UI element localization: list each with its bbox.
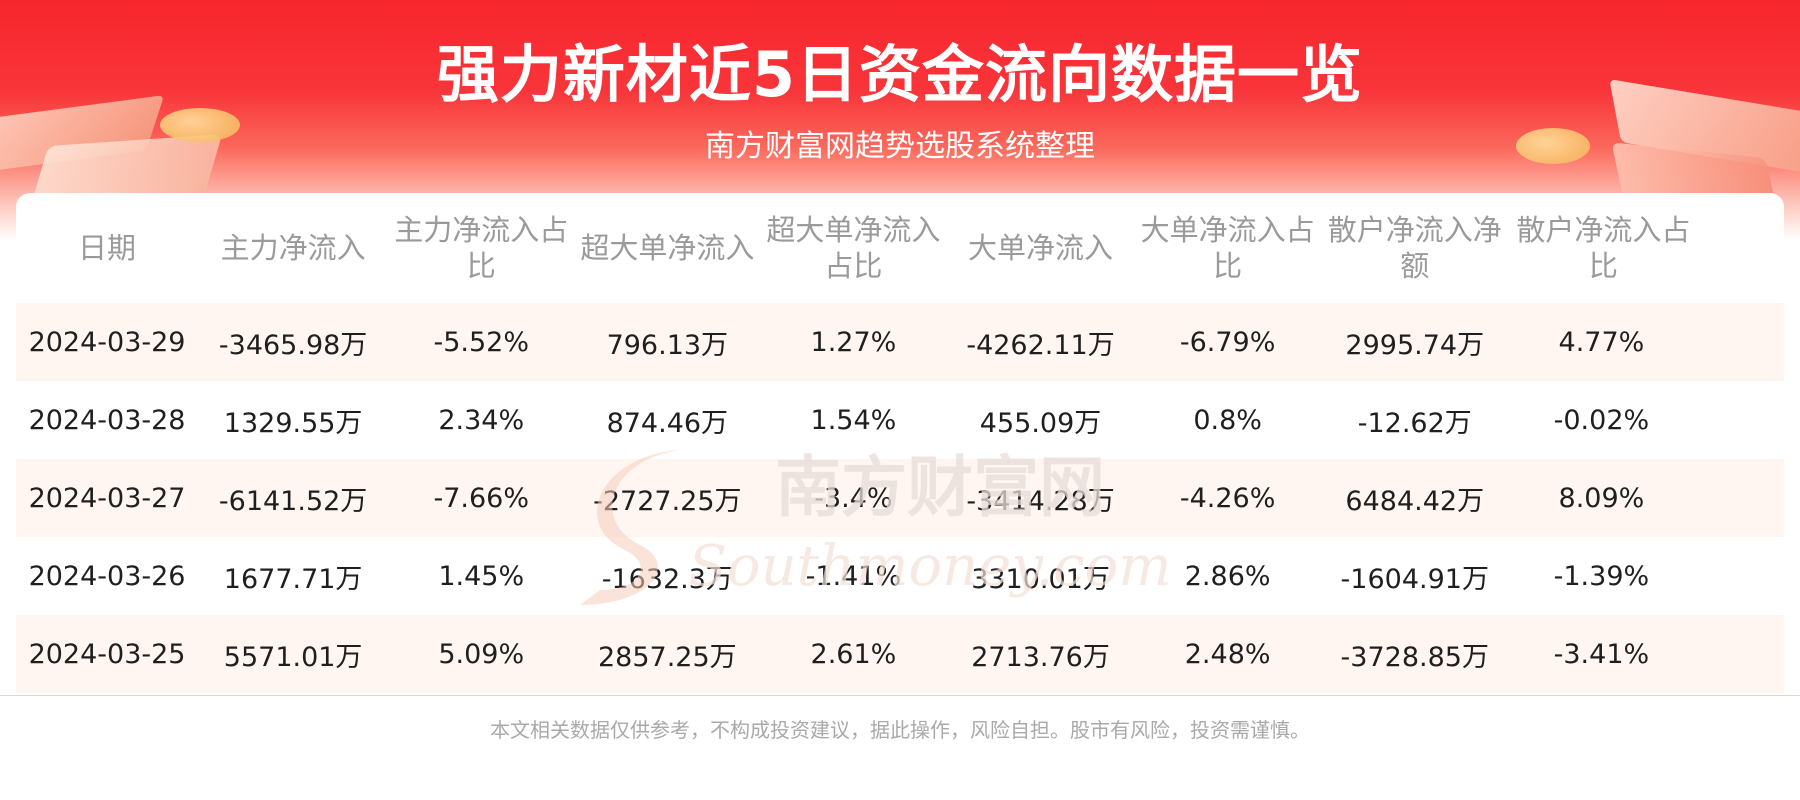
cell-date: 2024-03-25 (16, 615, 199, 693)
cell-date: 2024-03-29 (16, 303, 199, 381)
footer-divider (0, 695, 1800, 696)
cell-large-ratio: -4.26% (1134, 459, 1321, 537)
cell-date: 2024-03-27 (16, 459, 199, 537)
column-header-date: 日期 (78, 231, 137, 265)
cell-xl-inflow: -1632.3万 (601, 563, 733, 595)
cell-main-ratio: -5.52% (388, 303, 575, 381)
column-header-xl-ratio: 超大单净流入占比 (766, 213, 941, 283)
cell-xl-ratio: -1.41% (805, 560, 902, 592)
table-row: 2024-03-25 5571.01万 5.09% 2857.25万 2.61%… (16, 615, 1784, 693)
cell-large-inflow: 2713.76万 (946, 615, 1135, 693)
cell-retail-inflow: -3728.85万 (1320, 615, 1509, 693)
page-subtitle: 南方财富网趋势选股系统整理 (705, 129, 1095, 164)
column-header-large-inflow: 大单净流入 (968, 231, 1114, 265)
cell-main-inflow: 5571.01万 (198, 615, 389, 693)
cell-retail-inflow: -12.62万 (1357, 407, 1472, 439)
cell-date: 2024-03-28 (28, 404, 186, 436)
column-header-retail-ratio: 散户净流入占比 (1516, 213, 1691, 283)
cell-large-inflow: -4262.11万 (946, 303, 1135, 381)
cell-xl-inflow: 796.13万 (574, 303, 761, 381)
fund-flow-table: 日期 主力净流入 主力净流入占比 超大单净流入 超大单净流入占比 大单净流入 大… (16, 193, 1784, 693)
column-header-main-ratio: 主力净流入占比 (394, 213, 569, 283)
cell-main-ratio: -7.66% (388, 459, 575, 537)
cell-xl-ratio: 2.61% (760, 615, 947, 693)
column-header-retail-inflow: 散户净流入净额 (1327, 213, 1502, 283)
cell-retail-ratio: 4.77% (1508, 303, 1784, 381)
table-header-row: 日期 主力净流入 主力净流入占比 超大单净流入 超大单净流入占比 大单净流入 大… (16, 193, 1784, 303)
cell-retail-inflow: -1604.91万 (1340, 563, 1489, 595)
cell-large-ratio: -6.79% (1134, 303, 1321, 381)
cell-large-inflow: 3310.01万 (971, 563, 1110, 595)
cell-retail-inflow: 2995.74万 (1320, 303, 1509, 381)
cell-large-inflow: 455.09万 (979, 407, 1102, 439)
page-title: 强力新材近5日资金流向数据一览 (436, 38, 1364, 111)
table-row: 2024-03-28 1329.55万 2.34% 874.46万 1.54% … (16, 381, 1784, 459)
decorative-coin-icon (160, 108, 240, 142)
cell-main-ratio: 2.34% (438, 404, 525, 436)
cell-retail-ratio: -1.39% (1553, 560, 1650, 592)
cell-retail-ratio: -0.02% (1553, 404, 1650, 436)
column-header-main-inflow: 主力净流入 (220, 231, 366, 265)
column-header-xl-inflow: 超大单净流入 (580, 231, 755, 265)
cell-retail-inflow: 6484.42万 (1320, 459, 1509, 537)
cell-main-inflow: -6141.52万 (198, 459, 389, 537)
cell-retail-ratio: -3.41% (1508, 615, 1784, 693)
column-header-large-ratio: 大单净流入占比 (1140, 213, 1315, 283)
cell-large-ratio: 2.86% (1184, 560, 1271, 592)
cell-main-inflow: 1677.71万 (223, 563, 363, 595)
table-row: 2024-03-26 1677.71万 1.45% -1632.3万 -1.41… (16, 537, 1784, 615)
cell-date: 2024-03-26 (28, 560, 186, 592)
cell-xl-inflow: 2857.25万 (574, 615, 761, 693)
cell-retail-ratio: 8.09% (1508, 459, 1784, 537)
cell-main-ratio: 1.45% (438, 560, 525, 592)
cell-xl-inflow: -2727.25万 (574, 459, 761, 537)
disclaimer-text: 本文相关数据仅供参考，不构成投资建议，据此操作，风险自担。股市有风险，投资需谨慎… (490, 718, 1310, 742)
cell-large-inflow: -3414.28万 (946, 459, 1135, 537)
decorative-coin-icon (1516, 128, 1590, 164)
cell-xl-inflow: 874.46万 (606, 407, 729, 439)
cell-main-ratio: 5.09% (388, 615, 575, 693)
cell-xl-ratio: -3.4% (760, 459, 947, 537)
cell-large-ratio: 2.48% (1134, 615, 1321, 693)
cell-large-ratio: 0.8% (1193, 404, 1262, 436)
cell-xl-ratio: 1.54% (810, 404, 897, 436)
cell-main-inflow: 1329.55万 (223, 407, 363, 439)
cell-main-inflow: -3465.98万 (198, 303, 389, 381)
table-row: 2024-03-29 -3465.98万 -5.52% 796.13万 1.27… (16, 303, 1784, 381)
cell-xl-ratio: 1.27% (760, 303, 947, 381)
table-row: 2024-03-27 -6141.52万 -7.66% -2727.25万 -3… (16, 459, 1784, 537)
